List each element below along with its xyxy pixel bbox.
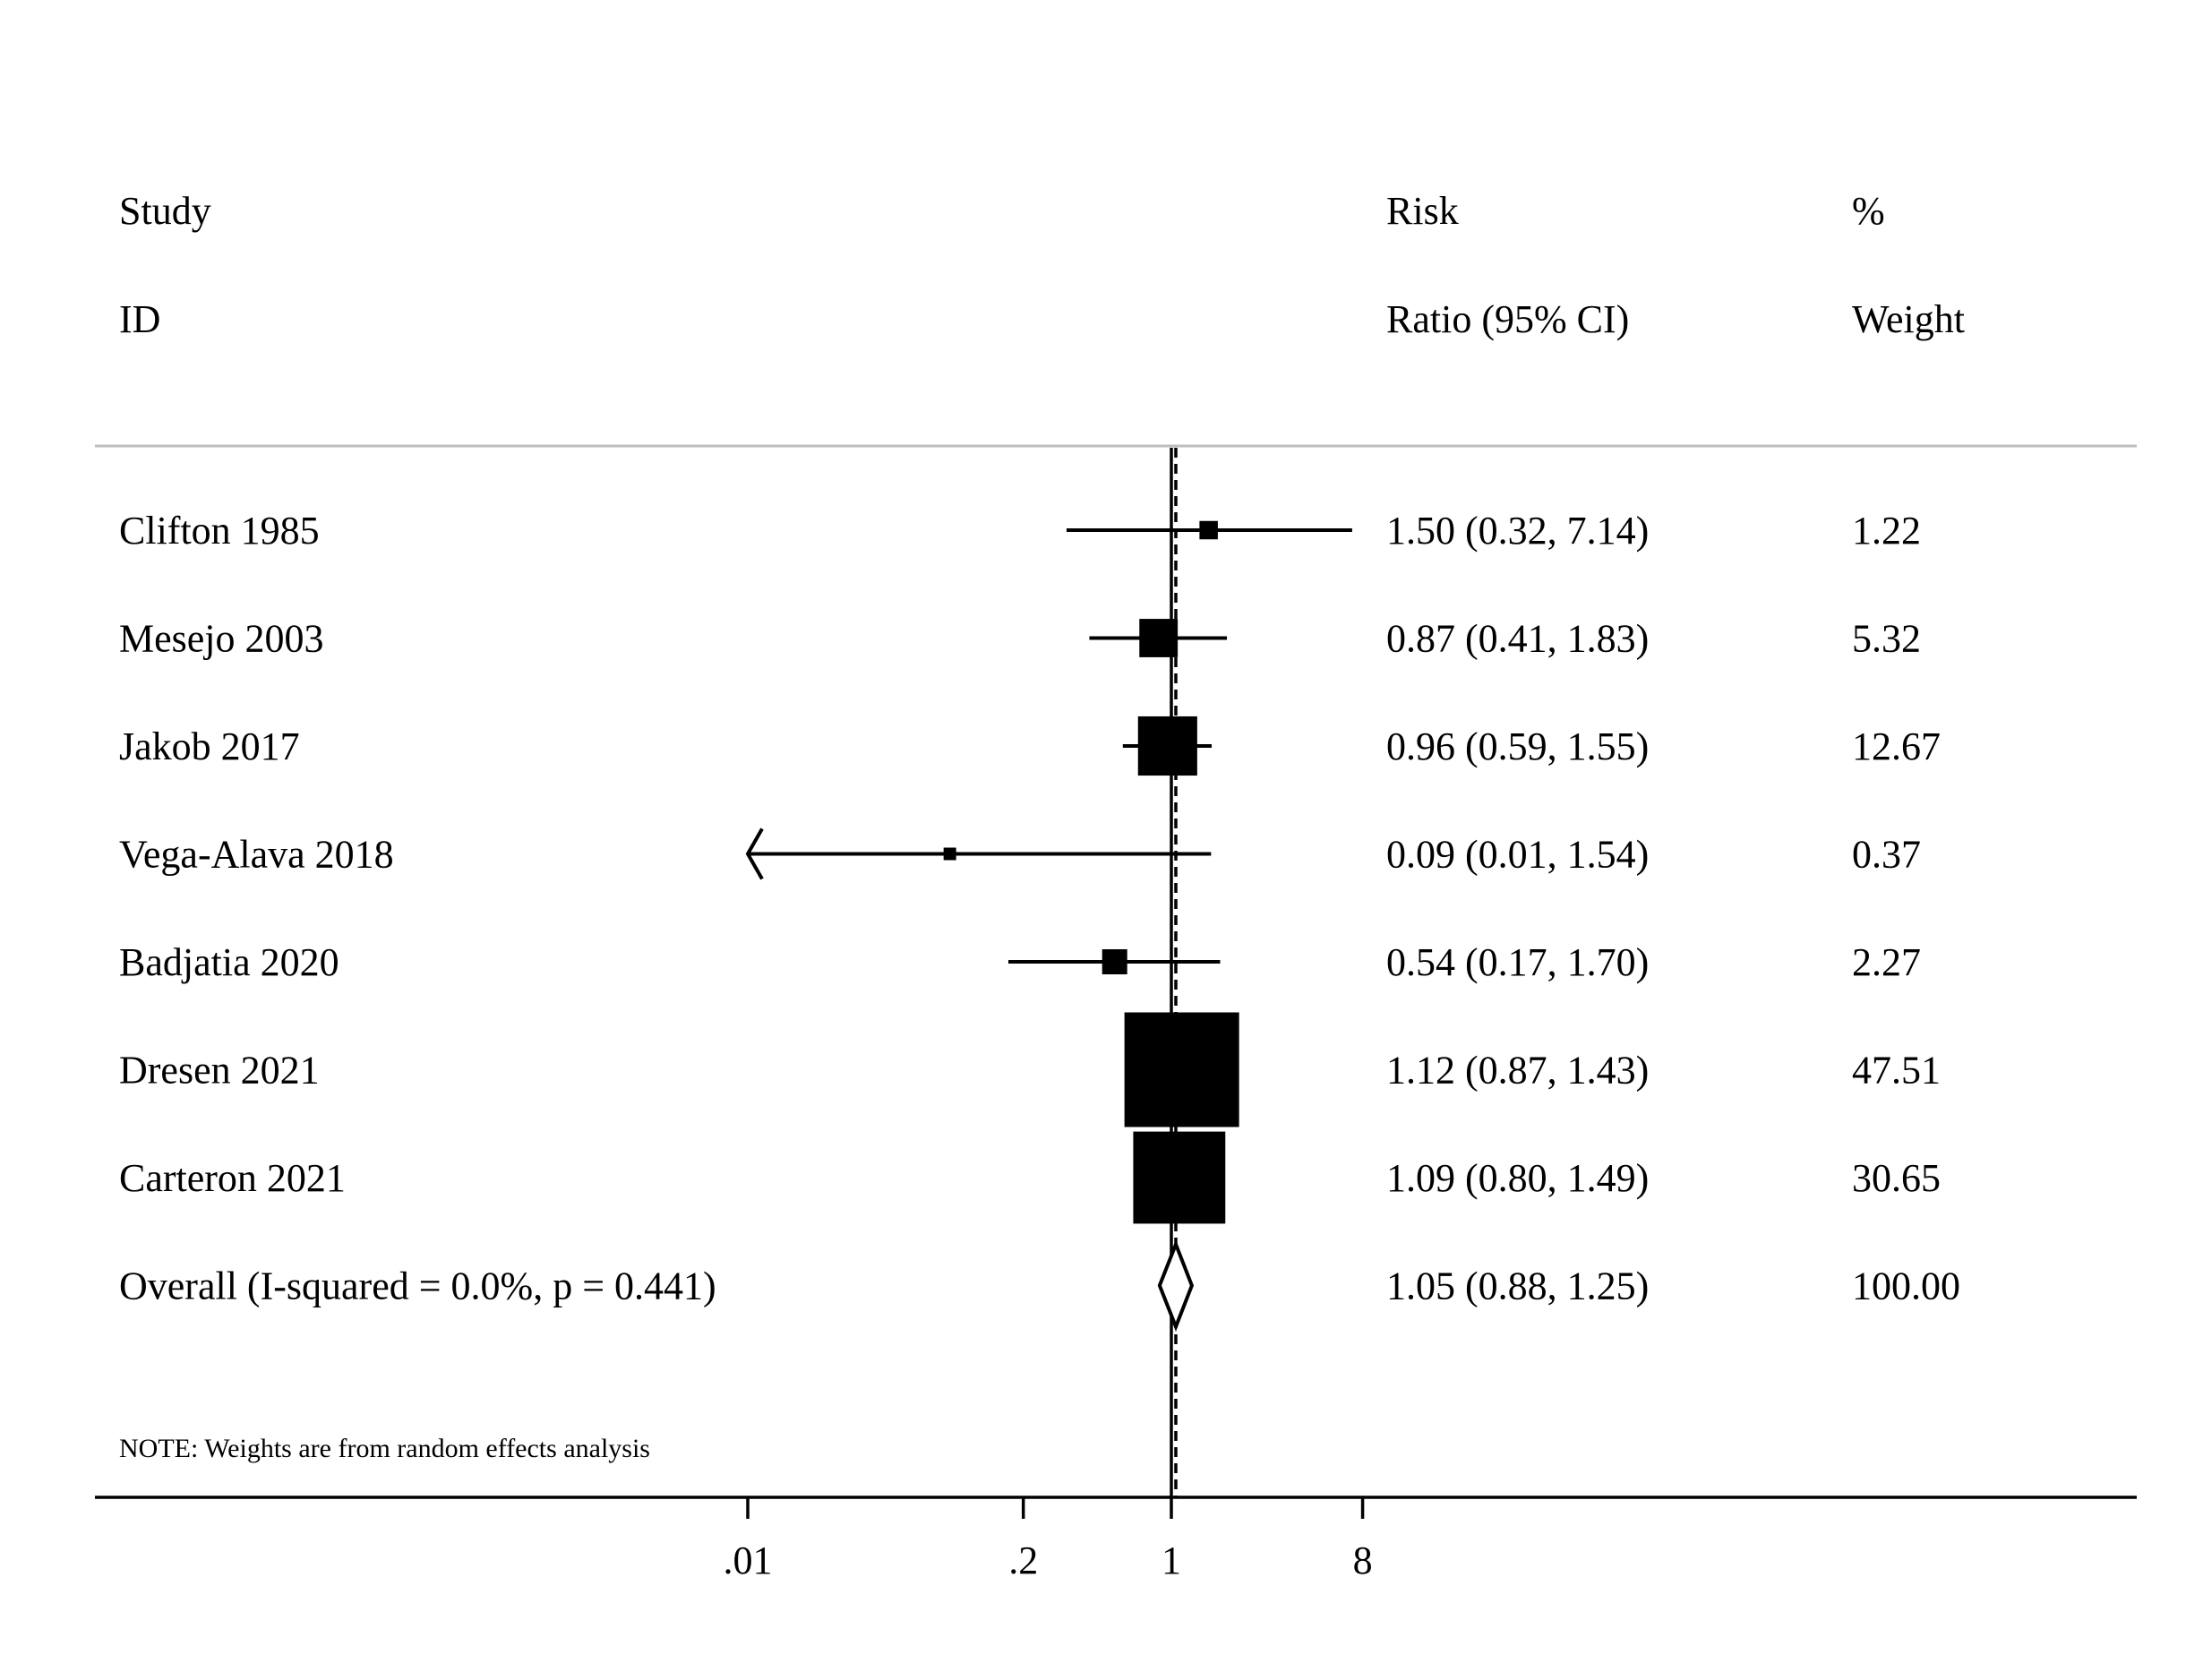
study-row: Badjatia 2020 0.54 (0.17, 1.70) 2.27 [119, 940, 1921, 984]
header-risk: Risk [1386, 189, 1459, 233]
study-label: Dresen 2021 [119, 1049, 320, 1093]
weight-box [1102, 949, 1127, 974]
weight-box [943, 847, 956, 861]
overall-ci-text: 1.05 (0.88, 1.25) [1386, 1264, 1649, 1308]
overall-row: Overall (I-squared = 0.0%, p = 0.441) 1.0… [119, 1239, 1960, 1332]
study-label: Vega-Alava 2018 [119, 833, 394, 877]
study-ci-text: 0.96 (0.59, 1.55) [1386, 724, 1649, 768]
weight-box [1139, 619, 1179, 657]
study-label: Mesejo 2003 [119, 617, 324, 661]
study-ci-text: 1.09 (0.80, 1.49) [1386, 1156, 1649, 1200]
study-ci-text: 1.12 (0.87, 1.43) [1386, 1049, 1649, 1093]
study-label: Carteron 2021 [119, 1156, 346, 1200]
study-row: Clifton 1985 1.50 (0.32, 7.14) 1.22 [119, 509, 1921, 553]
header-id: ID [119, 297, 160, 341]
overall-label: Overall (I-squared = 0.0%, p = 0.441) [119, 1264, 716, 1308]
x-tick-label: .01 [724, 1539, 773, 1582]
study-ci-text: 0.54 (0.17, 1.70) [1386, 940, 1649, 984]
study-weight-text: 5.32 [1852, 617, 1921, 661]
header-ratio-ci: Ratio (95% CI) [1386, 297, 1629, 341]
study-weight-text: 30.65 [1852, 1156, 1941, 1200]
weight-box [1133, 1131, 1226, 1224]
weight-box [1124, 1012, 1239, 1127]
header-study: Study [119, 189, 211, 233]
header-percent: % [1852, 189, 1885, 233]
study-row: Jakob 2017 0.96 (0.59, 1.55) 12.67 [119, 716, 1941, 776]
overall-weight-text: 100.00 [1852, 1264, 1960, 1308]
study-row: Vega-Alava 2018 0.09 (0.01, 1.54) 0.37 [119, 827, 1921, 880]
study-weight-text: 1.22 [1852, 509, 1921, 553]
study-weight-text: 0.37 [1852, 833, 1921, 877]
study-ci-text: 0.09 (0.01, 1.54) [1386, 833, 1649, 877]
study-row: Mesejo 2003 0.87 (0.41, 1.83) 5.32 [119, 617, 1921, 661]
x-tick-label: 1 [1162, 1539, 1181, 1582]
study-row: Carteron 2021 1.09 (0.80, 1.49) 30.65 [119, 1131, 1941, 1224]
study-label: Jakob 2017 [119, 724, 300, 768]
weights-note: NOTE: Weights are from random effects an… [119, 1434, 650, 1463]
study-weight-text: 47.51 [1852, 1049, 1941, 1093]
study-ci-text: 1.50 (0.32, 7.14) [1386, 509, 1649, 553]
study-row: Dresen 2021 1.12 (0.87, 1.43) 47.51 [119, 1012, 1941, 1127]
study-ci-text: 0.87 (0.41, 1.83) [1386, 617, 1649, 661]
weight-box [1137, 716, 1197, 776]
ci-truncation-arrow [745, 827, 764, 880]
study-label: Clifton 1985 [119, 509, 320, 553]
x-tick-label: 8 [1353, 1539, 1373, 1582]
weight-box [1199, 520, 1218, 540]
study-weight-text: 2.27 [1852, 940, 1921, 984]
x-tick-label: .2 [1008, 1539, 1038, 1582]
header-weight: Weight [1852, 297, 1965, 341]
study-label: Badjatia 2020 [119, 940, 339, 984]
overall-diamond [1157, 1239, 1195, 1332]
study-weight-text: 12.67 [1852, 724, 1941, 768]
